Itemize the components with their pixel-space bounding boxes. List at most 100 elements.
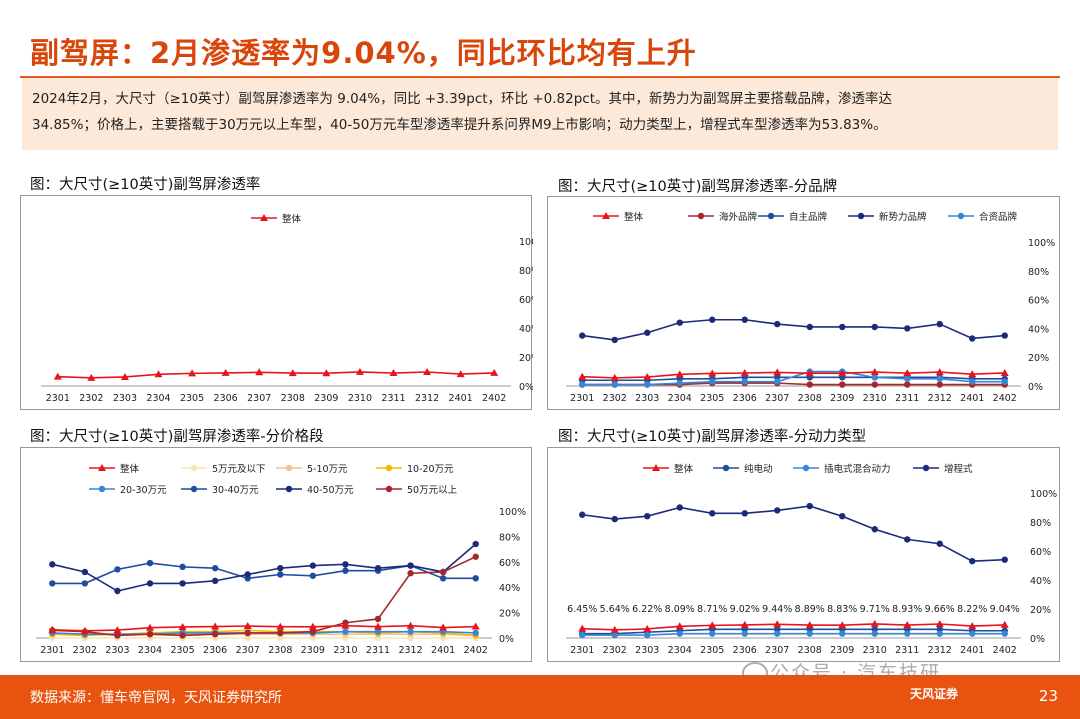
- data-point: [374, 628, 382, 635]
- data-point: [276, 622, 285, 630]
- x-tick-label: 2310: [333, 645, 357, 656]
- legend-marker: [857, 212, 865, 220]
- data-point: [870, 368, 879, 376]
- summary-box: 2024年2月，大尺寸（≥10英寸）副驾屏渗透率为 9.04%，同比 +3.39…: [22, 78, 1058, 150]
- x-tick-label: 2401: [960, 645, 984, 656]
- y-tick-label: 100%: [499, 507, 526, 518]
- data-point: [146, 623, 154, 631]
- data-point: [643, 624, 652, 632]
- y-tick-label: 60%: [1030, 547, 1051, 558]
- data-point: [611, 381, 618, 388]
- data-point: [1001, 630, 1008, 637]
- legend-marker: [802, 464, 810, 472]
- x-tick-label: 2301: [570, 645, 594, 656]
- x-tick-label: 2310: [863, 645, 887, 656]
- legend-label: 自主品牌: [789, 211, 828, 223]
- x-tick-label: 2309: [830, 645, 854, 656]
- data-point: [936, 375, 943, 382]
- data-point: [355, 367, 364, 375]
- data-point: [120, 372, 129, 380]
- x-tick-label: 2401: [449, 393, 473, 404]
- data-label: 6.22%: [632, 604, 662, 615]
- data-point: [969, 630, 976, 637]
- x-tick-label: 2308: [798, 393, 822, 404]
- legend-marker: [697, 212, 705, 220]
- legend-label: 5-10万元: [307, 464, 348, 475]
- x-tick-label: 2306: [733, 393, 757, 404]
- data-point: [154, 370, 163, 378]
- legend-label: 10-20万元: [407, 464, 454, 475]
- x-tick-label: 2303: [113, 393, 137, 404]
- y-tick-label: 80%: [1028, 267, 1049, 278]
- chart-svg: 0% 20% 40% 60% 80% 100% 2301 2302 2303 2304 2305 23…: [566, 463, 1057, 656]
- data-point: [342, 567, 349, 574]
- y-tick-label: 60%: [1028, 296, 1049, 307]
- legend-label: 30-40万元: [212, 485, 259, 496]
- x-tick-label: 2402: [464, 645, 488, 656]
- data-point: [322, 369, 331, 377]
- data-point: [579, 332, 586, 339]
- y-tick-label: 20%: [499, 609, 520, 620]
- x-tick-label: 2305: [700, 645, 724, 656]
- y-tick-label: 20%: [1028, 353, 1049, 364]
- data-point: [839, 381, 846, 388]
- x-tick-label: 2311: [895, 645, 919, 656]
- data-point: [936, 630, 943, 637]
- series-line: [582, 318, 1005, 341]
- chart-title-overall: 图：大尺寸(≥10英寸)副驾屏渗透率: [30, 177, 261, 193]
- chart-title-brand: 图：大尺寸(≥10英寸)副驾屏渗透率-分品牌: [558, 179, 838, 195]
- data-point: [406, 621, 415, 629]
- data-point: [146, 559, 154, 567]
- data-point: [774, 507, 781, 514]
- data-point: [611, 336, 618, 344]
- data-point: [935, 619, 944, 627]
- x-tick-label: 2301: [570, 393, 594, 404]
- data-point: [611, 515, 618, 523]
- legend-label: 合资品牌: [979, 211, 1018, 223]
- summary-line-1: 2024年2月，大尺寸（≥10英寸）副驾屏渗透率为 9.04%，同比 +3.39…: [32, 91, 893, 107]
- x-tick-label: 2402: [482, 393, 506, 404]
- x-tick-label: 2312: [415, 393, 439, 404]
- x-tick-label: 2309: [314, 393, 338, 404]
- y-tick-label: 80%: [519, 266, 533, 277]
- data-point: [308, 622, 317, 630]
- x-tick-label: 2312: [398, 645, 422, 656]
- summary-line-2: 34.85%；价格上，主要搭载于30万元以上车型，40-50万元车型渗透率提升系…: [32, 117, 887, 133]
- x-tick-label: 2312: [928, 393, 952, 404]
- data-point: [1001, 378, 1008, 385]
- data-point: [709, 316, 716, 323]
- chart-by-price: 0% 20% 40% 60% 80% 100% 2301 2302 2303 2304 2305 23…: [20, 447, 532, 662]
- x-tick-label: 2311: [366, 645, 390, 656]
- y-tick-label: 40%: [1030, 576, 1051, 587]
- y-tick-label: 20%: [519, 353, 533, 364]
- source-note: 数据来源：懂车帝官网，天风证券研究所: [30, 690, 282, 706]
- data-label: 8.09%: [665, 604, 695, 615]
- series-line: [52, 624, 476, 632]
- legend-label: 整体: [624, 211, 644, 223]
- data-point: [838, 369, 847, 377]
- x-tick-label: 2308: [268, 645, 292, 656]
- data-point: [255, 368, 264, 376]
- data-point: [578, 624, 587, 632]
- data-point: [969, 378, 976, 385]
- data-point: [969, 335, 976, 342]
- data-point: [774, 630, 781, 637]
- data-point: [277, 564, 284, 572]
- data-point: [644, 381, 651, 388]
- data-point: [903, 369, 912, 377]
- x-tick-label: 2309: [830, 393, 854, 404]
- data-point: [871, 630, 878, 637]
- x-tick-label: 2304: [146, 393, 170, 404]
- data-point: [773, 368, 782, 376]
- data-point: [277, 571, 284, 578]
- data-point: [244, 571, 251, 578]
- legend-marker: [285, 464, 293, 472]
- chart-title-price: 图：大尺寸(≥10英寸)副驾屏渗透率-分价格段: [30, 429, 324, 445]
- data-point: [188, 369, 197, 377]
- data-label: 8.83%: [827, 604, 857, 615]
- data-point: [179, 632, 186, 639]
- data-point: [211, 564, 219, 572]
- legend-label: 50万元以上: [407, 485, 458, 496]
- x-tick-label: 2306: [203, 645, 227, 656]
- data-point: [968, 622, 977, 630]
